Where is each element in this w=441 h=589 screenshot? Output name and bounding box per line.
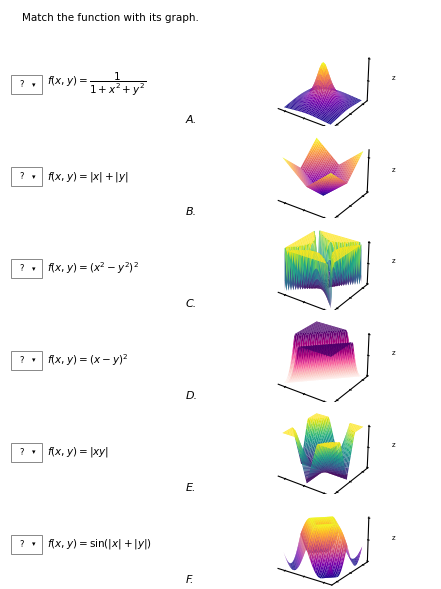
- Text: ▾: ▾: [31, 358, 35, 363]
- Y-axis label: y: y: [364, 497, 368, 502]
- Text: ?: ?: [19, 356, 24, 365]
- Text: D.: D.: [185, 391, 197, 401]
- Text: ?: ?: [19, 540, 24, 549]
- Text: C.: C.: [185, 299, 197, 309]
- Text: A.: A.: [185, 115, 197, 125]
- X-axis label: x: x: [291, 504, 295, 510]
- Text: ▾: ▾: [31, 174, 35, 180]
- X-axis label: x: x: [291, 320, 295, 326]
- Text: ?: ?: [19, 172, 24, 181]
- Text: E.: E.: [185, 483, 196, 493]
- FancyBboxPatch shape: [11, 167, 42, 186]
- Text: B.: B.: [185, 207, 196, 217]
- Text: ▾: ▾: [31, 449, 35, 455]
- Text: $f(x, y) = (x^2 - y^2)^2$: $f(x, y) = (x^2 - y^2)^2$: [47, 261, 139, 276]
- Text: Match the function with its graph.: Match the function with its graph.: [22, 13, 199, 23]
- Text: $f(x, y) = \dfrac{1}{1 + x^2 +y^2}$: $f(x, y) = \dfrac{1}{1 + x^2 +y^2}$: [47, 71, 146, 98]
- FancyBboxPatch shape: [11, 443, 42, 462]
- Y-axis label: y: y: [364, 313, 368, 319]
- Text: ▾: ▾: [31, 266, 35, 272]
- Text: ?: ?: [19, 448, 24, 457]
- X-axis label: x: x: [291, 136, 295, 143]
- FancyBboxPatch shape: [11, 75, 42, 94]
- Text: $f(x, y) = \sin(|x| + |y|)$: $f(x, y) = \sin(|x| + |y|)$: [47, 537, 153, 551]
- X-axis label: x: x: [291, 228, 295, 234]
- FancyBboxPatch shape: [11, 351, 42, 370]
- Text: $f(x, y) = |x| + |y|$: $f(x, y) = |x| + |y|$: [47, 170, 129, 184]
- Text: ▾: ▾: [31, 82, 35, 88]
- FancyBboxPatch shape: [11, 535, 42, 554]
- Y-axis label: y: y: [364, 129, 368, 135]
- Text: ?: ?: [19, 80, 24, 90]
- Y-axis label: y: y: [364, 405, 368, 411]
- Text: ?: ?: [19, 264, 24, 273]
- FancyBboxPatch shape: [11, 259, 42, 278]
- Text: $f(x, y) = (x - y)^2$: $f(x, y) = (x - y)^2$: [47, 353, 128, 368]
- Y-axis label: y: y: [364, 588, 369, 589]
- Y-axis label: y: y: [364, 221, 368, 227]
- Text: ▾: ▾: [31, 541, 35, 547]
- X-axis label: x: x: [291, 412, 295, 418]
- Text: F.: F.: [185, 575, 194, 585]
- Text: $f(x, y) = |xy|$: $f(x, y) = |xy|$: [47, 445, 109, 459]
